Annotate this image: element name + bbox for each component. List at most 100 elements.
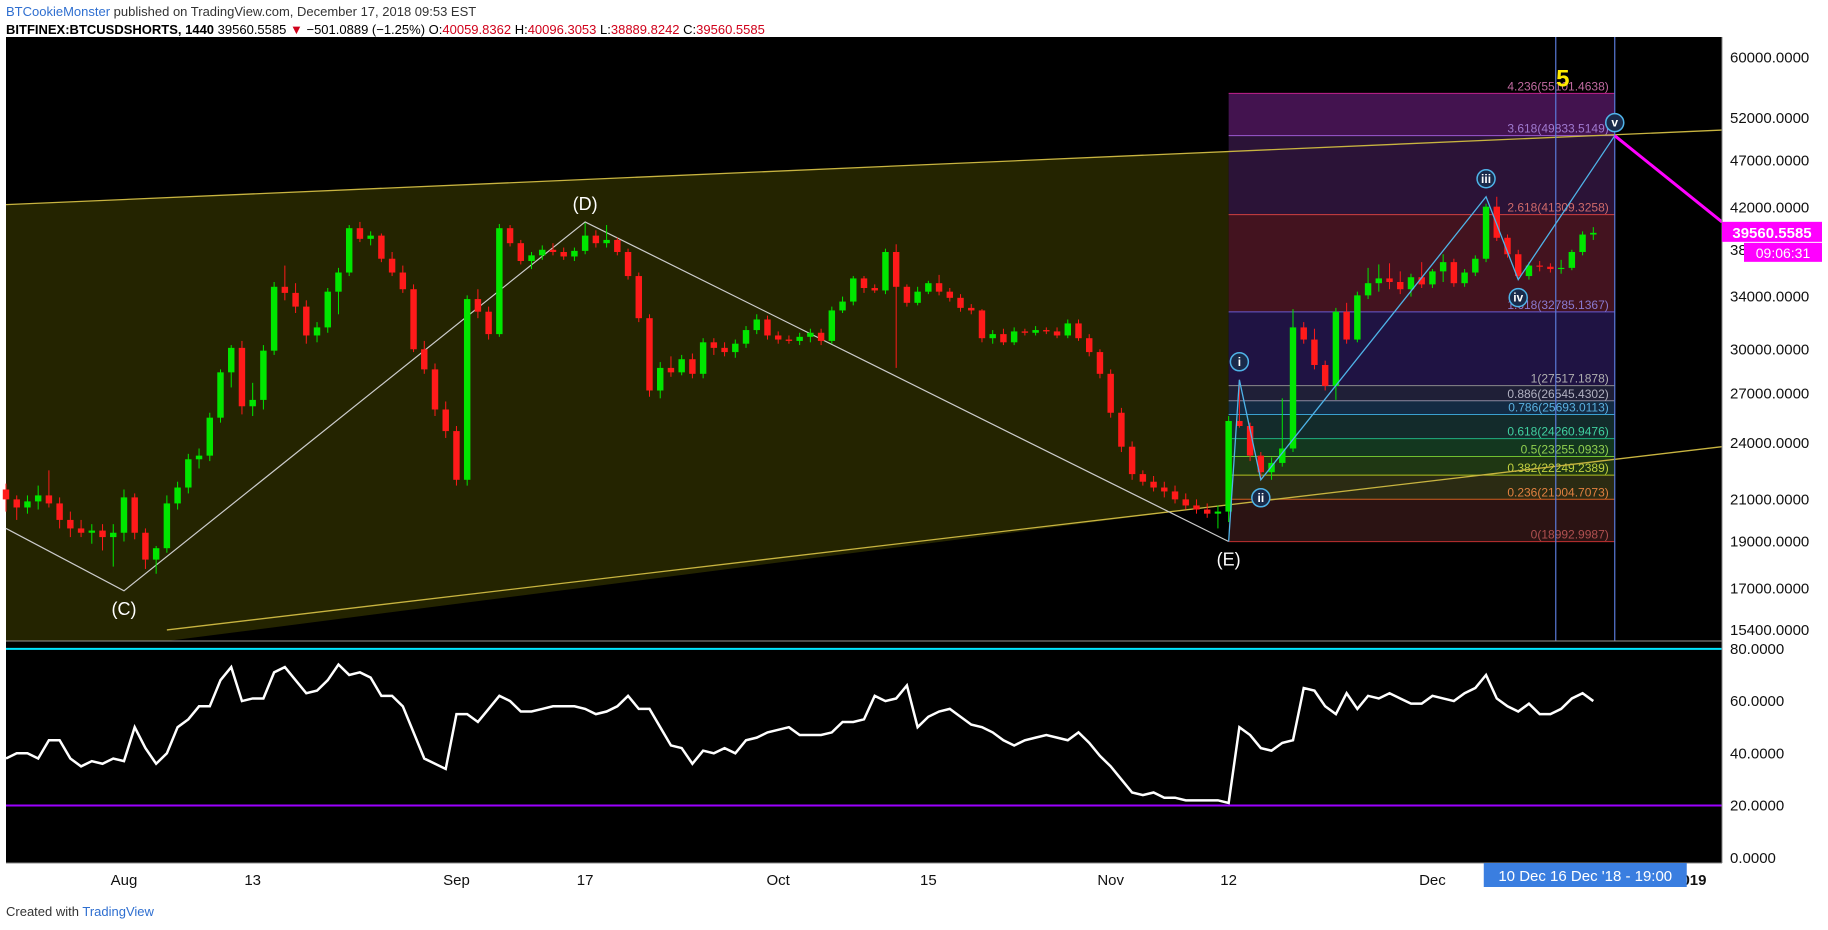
candle	[1590, 232, 1597, 235]
wave-iii-label-circle	[1476, 169, 1496, 189]
fib-label: 2.618(41309.3258)	[1507, 201, 1608, 215]
candle	[313, 327, 321, 336]
date-range-label: 10 Dec 16 Dec '18 - 19:00	[1498, 868, 1672, 885]
rsi-tick-label: 80.0000	[1730, 641, 1784, 658]
candle	[903, 286, 911, 303]
candle	[1214, 511, 1222, 514]
candle	[378, 235, 385, 259]
candle	[1354, 295, 1361, 340]
candle	[1557, 267, 1565, 270]
fib-label: 0.786(25693.0113)	[1508, 400, 1609, 414]
price-tick-label: 17000.0000	[1730, 580, 1809, 597]
candle	[345, 228, 353, 273]
candle	[678, 359, 685, 373]
candle	[646, 318, 653, 391]
candle	[1064, 323, 1071, 336]
candle	[1525, 265, 1533, 277]
wave-v-label-circle	[1605, 112, 1625, 133]
candle	[689, 359, 696, 374]
fib-label: 0.5(23255.0933)	[1521, 442, 1609, 456]
candle	[1429, 271, 1436, 285]
candle	[152, 548, 160, 560]
down-arrow-icon: ▼	[289, 22, 303, 37]
fib-zone	[1228, 400, 1615, 415]
candle	[539, 249, 546, 256]
candle	[1493, 206, 1500, 238]
fib-label: 0.886(26545.4302)	[1507, 387, 1608, 401]
candle	[925, 283, 932, 292]
candle	[1096, 352, 1104, 374]
candle	[356, 228, 364, 239]
candle	[463, 299, 471, 480]
candle	[185, 459, 192, 488]
candle	[442, 409, 449, 432]
high-label: H:	[514, 22, 528, 37]
candle	[1536, 265, 1543, 267]
candle	[957, 297, 964, 308]
wave-e-label: (E)	[1217, 550, 1241, 570]
candle	[657, 367, 664, 391]
candle	[163, 503, 171, 549]
candle	[110, 532, 117, 538]
candle	[1236, 420, 1243, 427]
time-tick-label: 17	[577, 872, 594, 889]
candle	[614, 239, 621, 252]
price-tick-label: 60000.0000	[1730, 50, 1809, 67]
wave-iii-label: iii	[1481, 172, 1491, 186]
time-tick-label: Nov	[1097, 872, 1124, 889]
axes: 15400.0000 17000.0000 19000.0000 21000.0000…	[111, 50, 1822, 889]
wave-i-label: i	[1238, 355, 1241, 369]
candle	[742, 330, 750, 344]
rsi-pane	[5, 647, 1722, 807]
candle	[1053, 331, 1061, 336]
candle	[528, 255, 535, 262]
candle	[1118, 412, 1125, 447]
candle	[989, 334, 996, 339]
candle	[1397, 281, 1404, 290]
fib-label: 1(27517.1878)	[1531, 372, 1609, 386]
candle	[303, 306, 310, 336]
open-value: 40059.8362	[442, 22, 512, 37]
candle	[13, 499, 20, 508]
candle	[1472, 258, 1479, 273]
candle	[1139, 474, 1147, 482]
channel-fill	[6, 151, 1229, 642]
candle	[978, 310, 986, 339]
candle	[807, 332, 814, 337]
candle	[410, 289, 417, 350]
candle	[88, 530, 96, 533]
candle	[560, 251, 567, 257]
author-link[interactable]: BTCookieMonster	[6, 4, 111, 19]
candle	[603, 239, 610, 244]
countdown-box	[1744, 242, 1822, 262]
candle	[228, 347, 235, 373]
wave-cde-line	[5, 221, 1229, 592]
candle	[710, 342, 718, 348]
candle	[1225, 420, 1232, 512]
wave-d-label: (D)	[573, 194, 598, 214]
candle	[2, 489, 10, 500]
candle	[549, 249, 557, 252]
tradingview-logo[interactable]: TradingView	[82, 904, 154, 919]
candle	[850, 278, 857, 302]
candle	[1482, 206, 1490, 259]
time-tick-label: Dec	[1419, 872, 1446, 889]
candle	[1504, 237, 1511, 255]
candle	[56, 503, 63, 520]
candle	[699, 342, 707, 374]
price-chart[interactable]: 4.236(55101.4638) 3.618(49833.5149) 2.618(…	[0, 0, 1828, 900]
candle	[1171, 491, 1179, 500]
candle	[367, 235, 374, 239]
open-label: O:	[428, 22, 443, 37]
fib-label: 0.236(21004.7073)	[1507, 485, 1608, 499]
rsi-tick-label: 40.0000	[1730, 745, 1784, 762]
price-tick-label: 27000.0000	[1730, 386, 1809, 403]
candle	[592, 235, 600, 244]
candle	[77, 528, 85, 533]
candle	[860, 278, 868, 289]
wave-iv-label: iv	[1513, 291, 1523, 305]
candle	[817, 332, 825, 341]
candle	[1321, 364, 1329, 386]
candle	[1461, 272, 1468, 284]
channel-upper-line	[5, 129, 1723, 206]
